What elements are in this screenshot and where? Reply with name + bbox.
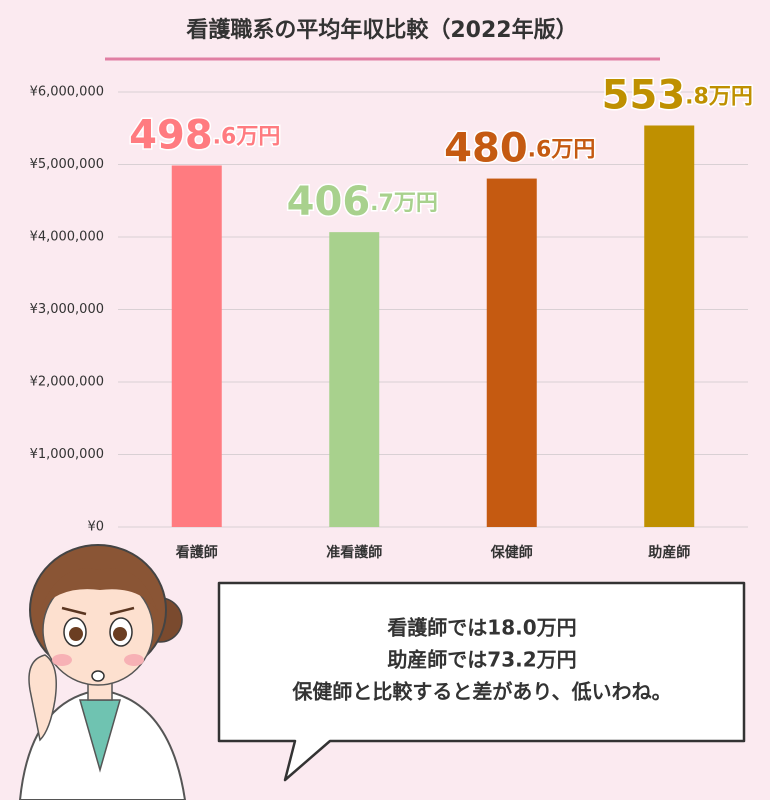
value-label: 498.6万円 xyxy=(129,113,280,159)
bar xyxy=(486,178,537,527)
nurse-illustration xyxy=(18,544,187,800)
x-tick-label: 看護師 xyxy=(175,544,218,561)
y-tick-label: ¥3,000,000 xyxy=(30,302,104,317)
bar xyxy=(329,232,380,527)
plot: ¥0 ¥1,000,000 ¥2,000,000 ¥3,000,000 ¥4,000,0… xyxy=(30,71,755,561)
y-tick-label: ¥4,000,000 xyxy=(30,230,104,245)
bubble-line: 看護師では18.0万円 xyxy=(387,616,576,640)
chart-title: 看護職系の平均年収比較（2022年版） xyxy=(186,17,577,43)
value-label: 480.6万円 xyxy=(444,126,595,172)
value-label: 553.8万円 xyxy=(602,72,753,118)
value-label: 406.7万円 xyxy=(287,179,438,225)
y-tick-label: ¥0 xyxy=(87,520,104,535)
y-tick-label: ¥6,000,000 xyxy=(30,85,104,100)
x-tick-label: 保健師 xyxy=(490,544,533,561)
bubble-line: 保健師と比較すると差があり、低いわね。 xyxy=(291,680,671,704)
bar xyxy=(171,165,222,527)
bubble-line: 助産師では73.2万円 xyxy=(387,648,576,672)
x-tick-label: 准看護師 xyxy=(326,544,382,561)
y-tick-label: ¥5,000,000 xyxy=(30,157,104,172)
bar xyxy=(644,125,695,528)
y-tick-label: ¥2,000,000 xyxy=(30,375,104,390)
x-tick-label: 助産師 xyxy=(648,544,690,561)
speech-bubble: 看護師では18.0万円 助産師では73.2万円 保健師と比較すると差があり、低い… xyxy=(217,581,746,782)
y-tick-label: ¥1,000,000 xyxy=(30,447,104,462)
